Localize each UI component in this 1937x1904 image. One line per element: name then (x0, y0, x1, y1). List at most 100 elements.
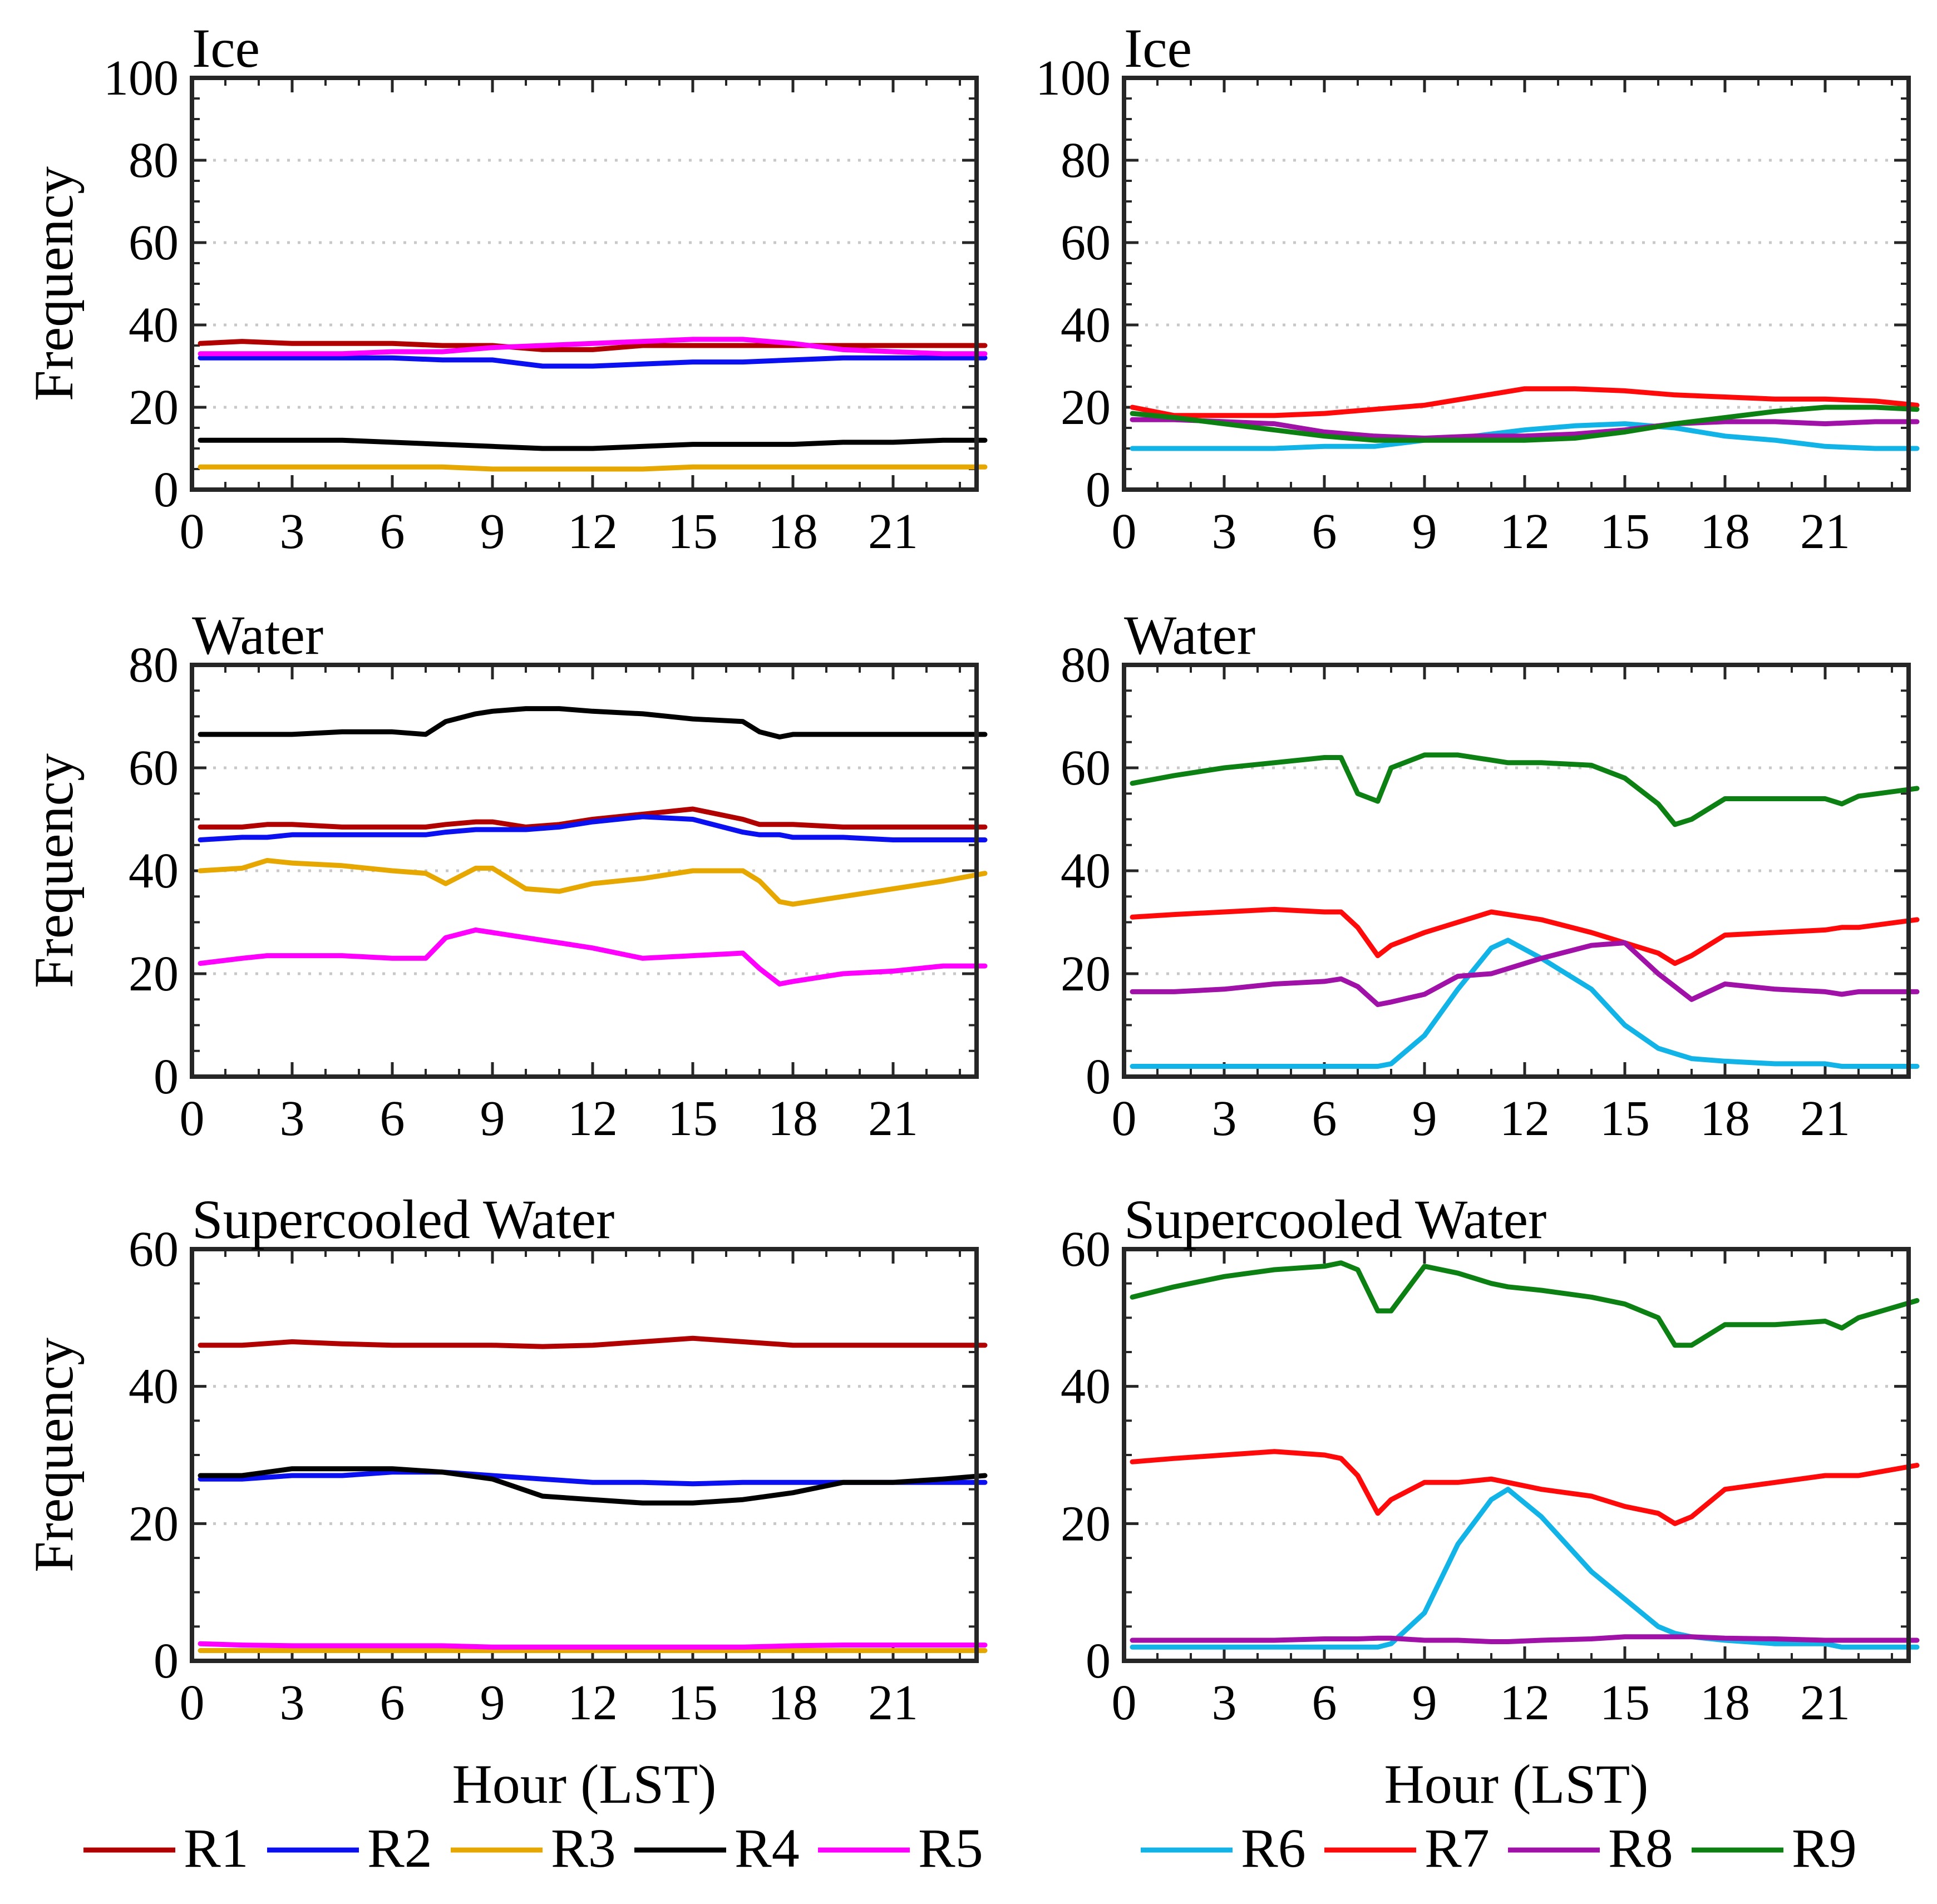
legend-label-r6: R6 (1241, 1817, 1306, 1879)
x-tick-label: 6 (1312, 1091, 1337, 1146)
x-tick-label: 21 (1800, 1091, 1850, 1146)
y-tick-label: 20 (129, 1496, 179, 1551)
axes-box (1122, 76, 1911, 492)
series-line-r6 (1130, 421, 1920, 451)
x-tick-label: 3 (1212, 1675, 1237, 1730)
x-tick-label: 21 (1800, 1675, 1850, 1730)
axes-box (1122, 663, 1911, 1079)
series-line-r1 (198, 339, 988, 352)
panel-title: Ice (1124, 17, 1192, 79)
y-tick-label: 40 (1061, 844, 1111, 899)
legend-label-r3: R3 (551, 1817, 616, 1879)
x-tick-label: 21 (868, 504, 918, 559)
y-tick-label: 40 (129, 844, 179, 899)
series-line-r1 (198, 1335, 988, 1349)
legend-label-r9: R9 (1792, 1817, 1857, 1879)
panel-2: 0 20 40 60 80 100 0 3 6 9 12 15 18 21 Ice (1036, 17, 1920, 559)
y-axis-label: Frequency (23, 1338, 85, 1572)
y-tick-label: 80 (1061, 133, 1111, 188)
y-tick-label: 60 (1061, 215, 1111, 270)
x-tick-label: 0 (1112, 1675, 1137, 1730)
x-tick-label: 18 (768, 1091, 818, 1146)
x-tick-label: 12 (1500, 504, 1550, 559)
series-line-r9 (1130, 1260, 1920, 1348)
x-tick-label: 0 (180, 1675, 205, 1730)
panel-title: Water (1124, 604, 1255, 666)
axes-box (190, 76, 979, 492)
x-tick-label: 21 (868, 1675, 918, 1730)
x-tick-label: 18 (1700, 1091, 1750, 1146)
y-tick-label: 60 (129, 1222, 179, 1277)
axes-box (1122, 1247, 1911, 1663)
y-tick-label: 0 (1086, 462, 1111, 517)
series-line-r3 (198, 464, 988, 472)
x-tick-label: 3 (280, 1675, 305, 1730)
series-line-r4 (198, 437, 988, 451)
x-tick-label: 21 (1800, 504, 1850, 559)
legend-label-r2: R2 (367, 1817, 432, 1879)
series-line-r9 (1130, 752, 1920, 827)
series-line-r8 (1130, 1634, 1920, 1644)
x-tick-label: 9 (1412, 1675, 1437, 1730)
x-tick-label: 0 (1112, 504, 1137, 559)
x-tick-label: 18 (1700, 1675, 1750, 1730)
x-tick-label: 12 (568, 504, 618, 559)
series-line-r3 (198, 858, 988, 907)
y-tick-label: 20 (1061, 1496, 1111, 1551)
y-tick-label: 0 (154, 1634, 179, 1689)
series-line-r9 (1130, 405, 1920, 443)
panel-title: Ice (192, 17, 260, 79)
x-tick-label: 6 (1312, 1675, 1337, 1730)
x-tick-label: 15 (1600, 504, 1650, 559)
y-tick-label: 40 (129, 298, 179, 353)
panel-3: 0 20 40 60 80 0 3 6 9 12 15 18 21 Water Frequency (23, 604, 988, 1146)
panel-4: 0 20 40 60 80 0 3 6 9 12 15 18 21 Water (1061, 604, 1920, 1146)
x-tick-label: 15 (1600, 1675, 1650, 1730)
x-tick-label: 9 (1412, 1091, 1437, 1146)
y-tick-label: 40 (1061, 298, 1111, 353)
y-axis-label: Frequency (23, 166, 85, 401)
legend-label-r4: R4 (735, 1817, 800, 1879)
y-axis-label: Frequency (23, 753, 85, 988)
y-tick-label: 0 (154, 1049, 179, 1104)
y-tick-label: 40 (1061, 1359, 1111, 1414)
legend-right: R6 R7 R8 R9 (1141, 1817, 1857, 1879)
legend-label-r7: R7 (1425, 1817, 1490, 1879)
x-tick-label: 6 (380, 504, 405, 559)
x-axis-label: Hour (LST) (1384, 1753, 1649, 1815)
panel-title: Supercooled Water (1124, 1188, 1546, 1250)
series-line-r5 (198, 337, 988, 357)
x-tick-label: 12 (568, 1675, 618, 1730)
series-line-r6 (1130, 1487, 1920, 1650)
x-tick-label: 18 (1700, 504, 1750, 559)
x-tick-label: 9 (480, 504, 505, 559)
legend-label-r8: R8 (1608, 1817, 1673, 1879)
series-line-r2 (198, 814, 988, 842)
legend-left: R1 R2 R3 R4 R5 (83, 1817, 983, 1879)
series-line-r1 (198, 806, 988, 830)
y-tick-label: 20 (1061, 380, 1111, 435)
series-line-r8 (1130, 417, 1920, 441)
series-line-r7 (1130, 386, 1920, 418)
x-tick-label: 3 (1212, 1091, 1237, 1146)
x-tick-label: 0 (1112, 1091, 1137, 1146)
axes-box (190, 663, 979, 1079)
x-tick-label: 18 (768, 504, 818, 559)
y-tick-label: 20 (129, 380, 179, 435)
series-line-r2 (198, 355, 988, 369)
x-tick-label: 3 (280, 504, 305, 559)
x-tick-label: 3 (280, 1091, 305, 1146)
x-tick-label: 9 (480, 1675, 505, 1730)
panel-title: Supercooled Water (192, 1188, 614, 1250)
x-tick-label: 15 (668, 1091, 718, 1146)
x-tick-label: 6 (1312, 504, 1337, 559)
y-tick-label: 80 (1061, 638, 1111, 693)
y-tick-label: 20 (129, 946, 179, 1002)
series-line-r7 (1130, 1449, 1920, 1526)
y-tick-label: 100 (103, 51, 179, 106)
x-tick-label: 12 (1500, 1091, 1550, 1146)
y-tick-label: 0 (1086, 1049, 1111, 1104)
x-tick-label: 12 (1500, 1675, 1550, 1730)
legend-label-r5: R5 (918, 1817, 983, 1879)
series-line-r4 (198, 1466, 988, 1506)
